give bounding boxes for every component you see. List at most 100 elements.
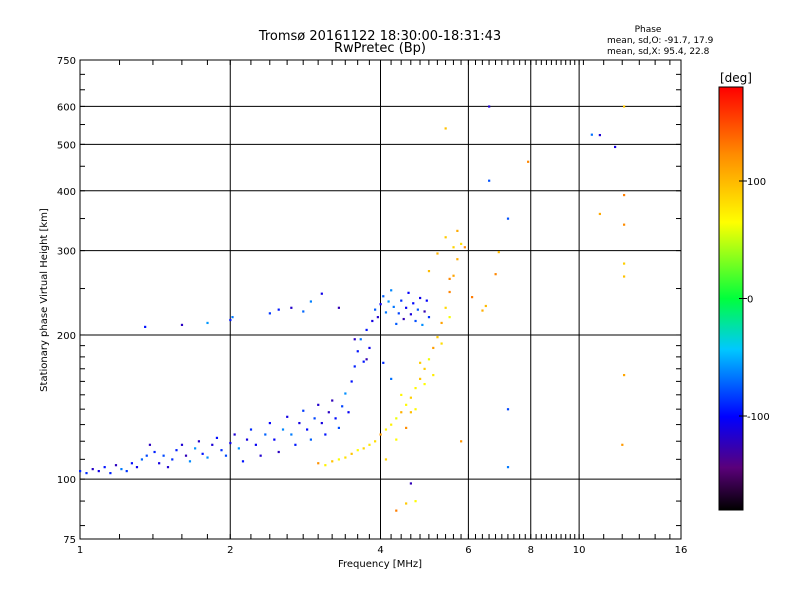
o-echo-point [324,433,327,436]
x-echo-point [331,460,334,463]
o-echo-point [231,316,234,319]
x-echo-point [452,246,455,249]
o-echo-point [362,360,365,363]
o-echo-point [387,300,390,303]
phase-info-title: Phase [635,25,662,35]
o-echo-point [233,433,236,436]
o-echo-point [277,308,280,311]
o-echo-point [390,377,393,380]
x-echo-point [414,386,417,390]
o-echo-point [211,443,214,446]
o-echo-point [259,454,262,457]
x-echo-point [427,269,431,273]
o-echo-point [286,415,289,418]
x-echo-point [470,296,474,299]
x-echo-point [452,274,455,277]
o-echo-point [135,466,139,469]
x-echo-point [414,408,417,411]
o-echo-point [412,302,415,305]
x-echo-point [400,411,403,414]
x-echo-point [622,275,626,278]
x-echo-point [436,252,439,255]
o-echo-point [402,317,405,321]
o-echo-point [277,450,280,454]
x-echo-point [444,127,447,130]
o-echo-point [392,305,395,308]
echo-points [79,105,626,512]
o-echo-point [331,399,334,402]
o-echo-point [590,133,593,136]
x-echo-point [448,277,451,280]
o-echo-point [294,443,297,446]
o-echo-point [320,292,323,295]
x-echo-point [344,456,347,459]
o-echo-point [220,449,223,452]
x-tick-label: 16 [675,545,688,556]
o-echo-point [416,308,419,311]
o-echo-point [103,466,106,469]
x-echo-point [448,316,451,319]
o-echo-point [613,145,617,149]
o-echo-point [395,322,398,326]
o-echo-point [400,299,403,302]
o-echo-point [371,319,374,323]
x-echo-point [497,251,500,254]
o-echo-point [337,426,341,430]
o-echo-point [337,306,341,309]
x-echo-point [390,423,393,426]
x-echo-point [444,306,447,309]
x-echo-point [423,382,426,386]
o-echo-point [423,310,426,313]
x-echo-point [444,236,447,239]
o-echo-point [353,365,356,368]
o-echo-point [382,295,385,298]
x-tick-label: 4 [377,545,383,556]
o-echo-point [145,454,148,457]
colorbar-ticks: 100 0 -100 [739,177,770,423]
x-echo-point [362,447,365,450]
o-echo-point [365,328,368,332]
x-tick-label: 6 [465,545,471,556]
x-tick-label: 2 [227,545,233,556]
o-echo-point [384,311,388,314]
o-echo-point [249,428,253,431]
x-echo-point [405,403,408,406]
x-echo-point [384,428,388,431]
x-echo-point [622,193,626,197]
o-echo-point [144,325,147,329]
x-echo-point [432,373,435,377]
x-echo-point [622,105,626,108]
o-echo-point [425,299,428,302]
o-echo-point [365,358,368,361]
o-echo-point [506,217,510,220]
o-echo-point [506,408,510,411]
o-echo-point [188,460,192,463]
y-tick-label: 100 [57,475,76,486]
o-echo-point [344,392,347,395]
x-echo-point [405,502,408,505]
o-echo-point [215,436,219,439]
x-echo-point [622,373,626,377]
o-echo-point [506,466,510,469]
phase-info-o: mean, sd,O: -91.7, 17.9 [607,36,714,46]
x-echo-point [409,411,412,414]
y-tick-label: 750 [57,56,76,67]
o-echo-point [120,468,123,471]
o-echo-point [390,289,393,292]
colorbar-tick-label: -100 [747,412,770,423]
o-echo-point [598,133,601,137]
o-echo-point [382,361,385,364]
x-echo-point [527,160,530,163]
x-echo-point [405,426,408,430]
o-echo-point [241,460,245,463]
o-echo-point [148,443,152,446]
y-tick-label: 300 [57,247,76,258]
x-echo-point [432,346,435,350]
o-echo-point [407,291,410,294]
o-echo-point [268,421,271,425]
o-echo-point [109,472,112,475]
x-echo-point [621,443,624,446]
o-echo-point [206,456,209,459]
o-echo-point [254,443,257,446]
